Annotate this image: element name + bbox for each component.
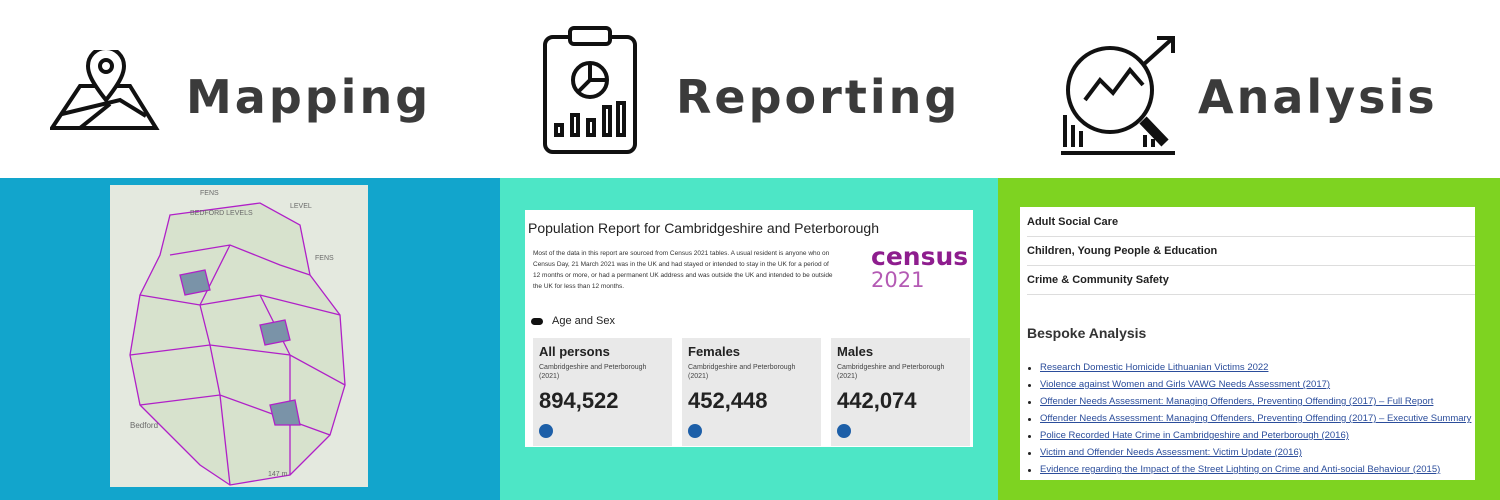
card-value: 452,448 xyxy=(688,388,768,413)
stat-card: All persons Cambridgeshire and Peterborou… xyxy=(533,338,672,446)
report: Population Report for Cambridgeshire and… xyxy=(525,210,973,447)
card-value: 442,074 xyxy=(837,388,917,413)
category[interactable]: Crime & Community Safety xyxy=(1027,274,1475,295)
heading: Mapping xyxy=(186,70,432,124)
report-link[interactable]: Police Recorded Hate Crime in Cambridges… xyxy=(1028,430,1349,441)
map-label: 147 m xyxy=(268,471,288,478)
report-link[interactable]: Victim and Offender Needs Assessment: Vi… xyxy=(1028,447,1302,458)
card-title: Females xyxy=(688,344,741,359)
report-icon xyxy=(543,26,637,154)
analysis-heading: Bespoke Analysis xyxy=(1027,325,1147,341)
analysis-icon xyxy=(1061,36,1175,155)
map-label: BEDFORD LEVELS xyxy=(190,210,253,217)
logo-word: census xyxy=(871,242,969,271)
logo-year: 2021 xyxy=(871,268,925,292)
stat-card: Females Cambridgeshire and Peterborough (… xyxy=(682,338,821,446)
report-title: Population Report for Cambridgeshire and… xyxy=(528,220,879,236)
card-subtitle: Cambridgeshire and Peterborough (2021) xyxy=(688,364,796,380)
report-intro: Most of the data in this report are sour… xyxy=(533,250,833,290)
map-boundaries xyxy=(129,202,346,486)
card-subtitle: Cambridgeshire and Peterborough (2021) xyxy=(837,364,945,380)
card-title: Males xyxy=(837,344,874,359)
info-icon[interactable] xyxy=(688,424,702,438)
info-icon[interactable] xyxy=(837,424,851,438)
card-subtitle: Cambridgeshire and Peterborough (2021) xyxy=(539,364,647,380)
report-link[interactable]: Offender Needs Assessment: Managing Offe… xyxy=(1027,413,1472,424)
info-icon[interactable] xyxy=(539,424,553,438)
analysis: Bespoke Analysis Adult Social Care Childr… xyxy=(1020,207,1475,480)
map-label: FENS xyxy=(315,255,334,262)
toggle-label: Age and Sex xyxy=(552,315,615,327)
map-label: Bedford xyxy=(130,421,159,430)
map-label: LEVEL xyxy=(290,203,312,210)
map-label: FENS xyxy=(200,190,219,197)
heading: Analysis xyxy=(1198,70,1438,124)
map-icon xyxy=(50,50,160,130)
stat-card: Males Cambridgeshire and Peterborough (20… xyxy=(831,338,970,446)
category[interactable]: Children, Young People & Education xyxy=(1027,245,1475,266)
category[interactable]: Adult Social Care xyxy=(1027,216,1475,237)
heading: Reporting xyxy=(676,70,961,124)
analysis-panel: Bespoke Analysis Adult Social Care Childr… xyxy=(998,178,1500,500)
report-link[interactable]: Research Domestic Homicide Lithuanian Vi… xyxy=(1027,362,1269,373)
card-title: All persons xyxy=(539,344,610,359)
card-value: 894,522 xyxy=(539,388,619,413)
mapping-panel: FENS BEDFORD LEVELS LEVEL FENS Bedford 1… xyxy=(0,178,500,500)
report-link[interactable]: Violence against Women and Girls VAWG Ne… xyxy=(1027,379,1331,390)
report-link[interactable]: Offender Needs Assessment: Managing Offe… xyxy=(1027,396,1434,407)
report-link[interactable]: Evidence regarding the Impact of the Str… xyxy=(1027,464,1441,475)
reporting-panel: Population Report for Cambridgeshire and… xyxy=(500,178,998,500)
toggle[interactable] xyxy=(531,318,543,325)
map: FENS BEDFORD LEVELS LEVEL FENS Bedford 1… xyxy=(110,185,368,487)
